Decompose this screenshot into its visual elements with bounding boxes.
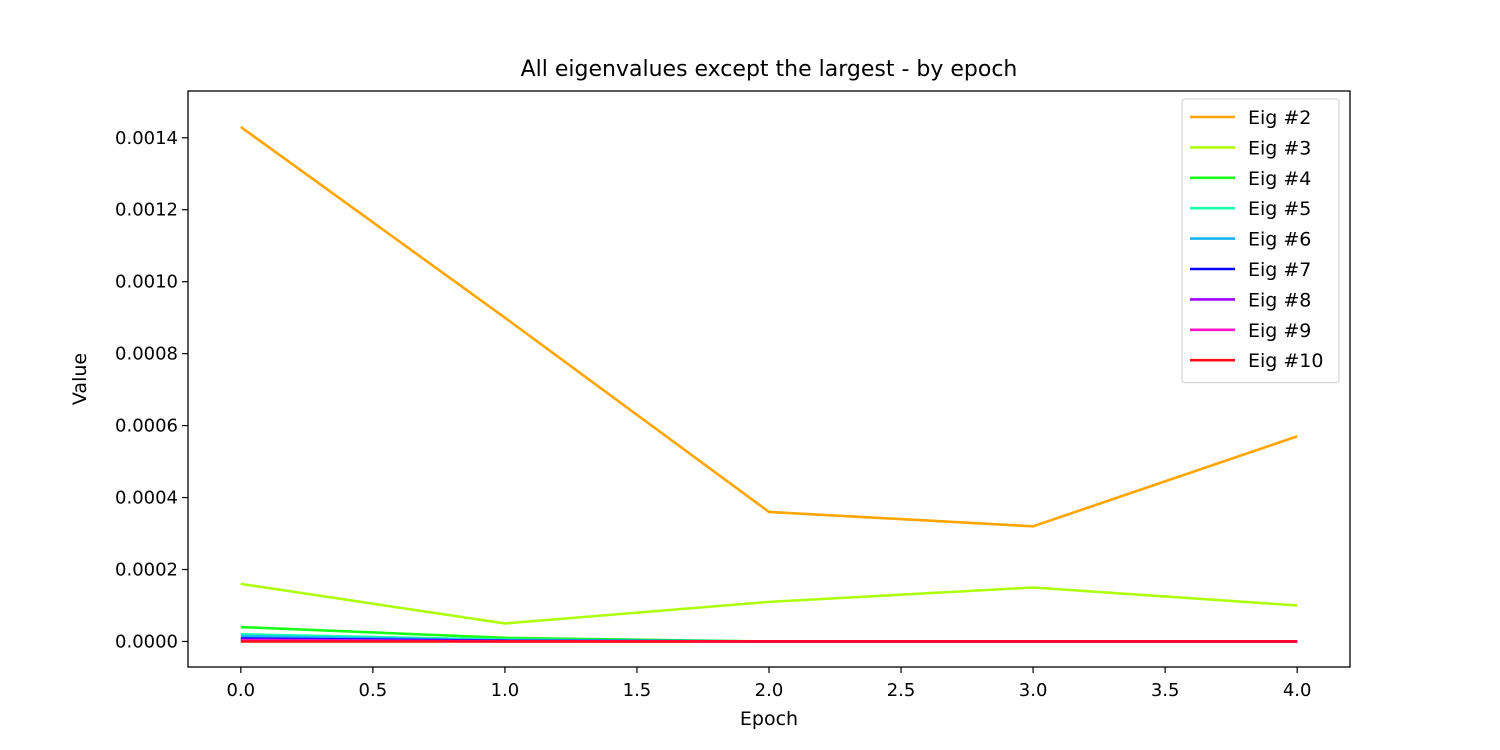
y-tick-label: 0.0012 (115, 200, 178, 221)
legend: Eig #2 Eig #3 Eig #4 Eig #5 Eig #6 Eig #7 Eig … (1181, 98, 1340, 384)
plot-layer (240, 125, 1298, 643)
legend-label: Eig #2 (1248, 107, 1311, 129)
series-line-eig-3 (240, 582, 1298, 625)
x-tick-label: 0.5 (359, 680, 388, 701)
series-line-eig-2 (240, 125, 1298, 528)
x-tick-label: 2.0 (755, 680, 784, 701)
y-tick-label: 0.0010 (115, 272, 178, 293)
x-tick-label: 3.0 (1019, 680, 1048, 701)
legend-label: Eig #5 (1248, 198, 1311, 220)
x-tick-label: 1.5 (623, 680, 652, 701)
y-tick-label: 0.0006 (115, 416, 178, 437)
x-tick-label: 3.5 (1151, 680, 1180, 701)
legend-label: Eig #9 (1248, 320, 1311, 342)
y-tick-label: 0.0004 (115, 488, 178, 509)
y-tick-label: 0.0002 (115, 560, 178, 581)
legend-label: Eig #7 (1248, 259, 1311, 281)
legend-label: Eig #10 (1248, 350, 1323, 372)
legend-label: Eig #8 (1248, 289, 1311, 311)
x-tick-label: 1.0 (491, 680, 520, 701)
y-axis-label: Value (69, 353, 91, 405)
legend-label: Eig #3 (1248, 137, 1311, 159)
chart-title: All eigenvalues except the largest - by … (521, 57, 1018, 82)
y-tick-label: 0.0014 (115, 128, 178, 149)
y-tick-label: 0.0000 (115, 631, 178, 652)
x-tick-label: 4.0 (1283, 680, 1312, 701)
y-tick-label: 0.0008 (115, 344, 178, 365)
legend-box (1181, 98, 1340, 384)
legend-label: Eig #4 (1248, 168, 1311, 190)
x-axis: 0.0 0.5 1.0 1.5 2.0 2.5 3.0 3.5 4.0 (226, 667, 1312, 701)
legend-label: Eig #6 (1248, 229, 1311, 251)
x-tick-label: 0.0 (226, 680, 255, 701)
x-tick-label: 2.5 (887, 680, 916, 701)
x-axis-label: Epoch (740, 708, 798, 730)
y-axis: 0.0000 0.0002 0.0004 0.0006 0.0008 0.0010 0.00… (115, 128, 188, 652)
plot-frame (187, 90, 1351, 668)
